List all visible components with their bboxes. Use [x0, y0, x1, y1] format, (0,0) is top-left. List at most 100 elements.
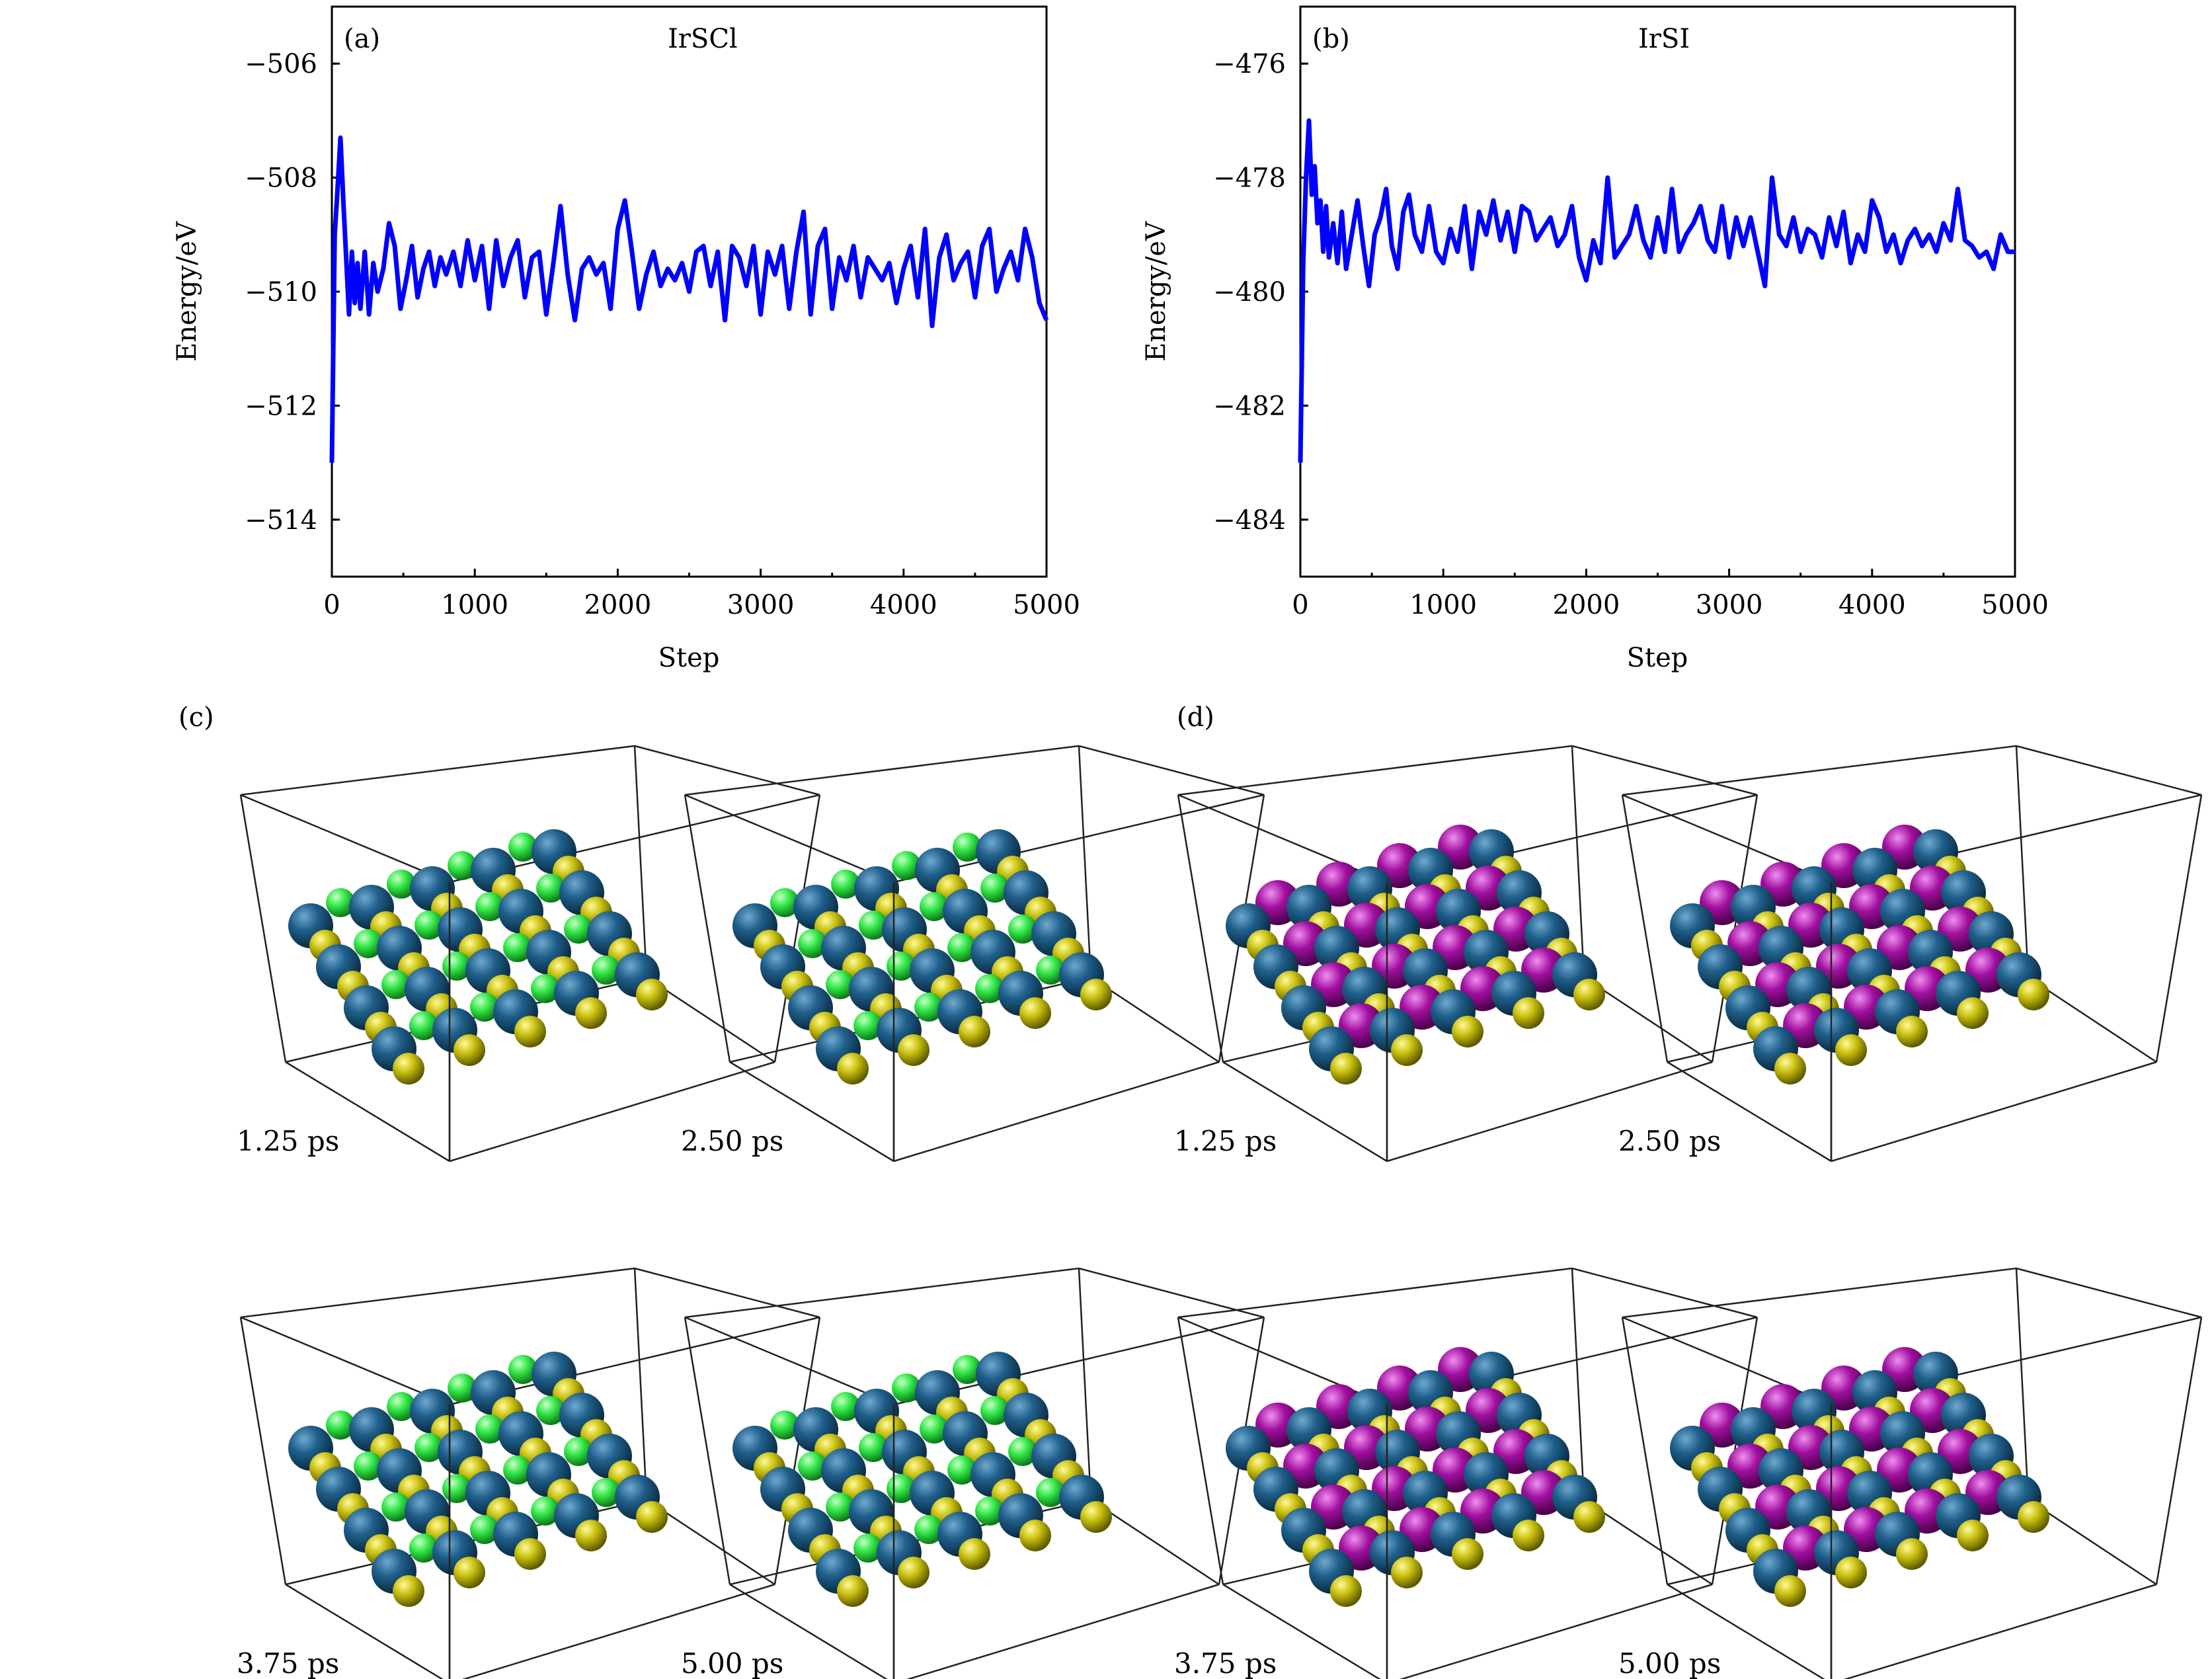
chlorine-atom [798, 929, 827, 958]
cell-edge [1222, 1061, 1388, 1163]
chlorine-atom [947, 933, 976, 962]
sulfur-atom [1330, 1053, 1362, 1085]
cell-edge [1571, 1267, 1758, 1319]
sulfur-atom [1391, 1557, 1423, 1588]
structure-snapshot-irscl-4: 5.00 ps [681, 1267, 1265, 1679]
chlorine-atom [470, 1515, 499, 1544]
x-tick-label: 5000 [1981, 590, 2049, 620]
plot-frame [1299, 5, 2016, 578]
panel-label: (a) [344, 24, 380, 54]
cell-edge [893, 1061, 1220, 1163]
chlorine-atom [503, 1455, 532, 1485]
cell-edge [461, 1583, 775, 1679]
chlorine-atom [980, 874, 1009, 903]
cell-edge [1621, 794, 1669, 1063]
chlorine-atom [1008, 1437, 1037, 1466]
chart-title: IrSI [1638, 24, 1690, 54]
cell-edge [1622, 794, 1832, 883]
chlorine-atom [831, 870, 860, 899]
cell-edge [2016, 1267, 2202, 1319]
cell-edge [1571, 1268, 1585, 1500]
time-label: 1.25 ps [237, 1125, 339, 1157]
x-axis-label: Step [1627, 643, 1688, 673]
cell-edge [1078, 745, 1265, 796]
cell-edge [285, 1061, 450, 1163]
chlorine-atom [892, 1373, 921, 1403]
chlorine-atom [859, 1433, 888, 1462]
sulfur-atom [1896, 1538, 1928, 1570]
chlorine-atom [531, 1496, 560, 1526]
atoms [1670, 1347, 2049, 1607]
chlorine-atom [326, 1411, 355, 1440]
chlorine-atom [953, 833, 982, 862]
y-tick-label: −482 [1213, 391, 1286, 421]
sulfur-atom [1019, 997, 1051, 1029]
cell-edge [634, 1267, 820, 1319]
cell-edge [1177, 794, 1224, 1063]
chlorine-atom [564, 1437, 593, 1466]
cell-edge [773, 1317, 821, 1585]
cell-edge [1222, 1583, 1381, 1679]
x-tick-label: 3000 [1696, 590, 1763, 620]
sulfur-atom [837, 1053, 869, 1085]
cell-edge [1078, 745, 1092, 978]
chlorine-atom [536, 1396, 565, 1425]
cell-edge [1667, 1061, 1832, 1163]
chlorine-atom [475, 892, 504, 921]
sulfur-atom [1452, 1538, 1483, 1570]
structure-snapshot-irsi-1: 1.25 ps [1174, 745, 1758, 1163]
sulfur-atom [393, 1053, 424, 1085]
simulation-cell [684, 745, 1265, 1163]
sulfur-atom [1957, 997, 1989, 1029]
chlorine-atom [1008, 915, 1037, 944]
chlorine-atom [409, 1011, 438, 1040]
chlorine-atom [853, 1011, 883, 1040]
cell-edge [1078, 1268, 1092, 1500]
x-tick-label: 1000 [441, 590, 508, 620]
sulfur-atom [393, 1575, 424, 1607]
axis-ticks: 0 1000 2000 3000 4000 5000 −506 −508 −510 −512 −51… [245, 49, 1080, 620]
cell-edge [2015, 1268, 2030, 1500]
cell-edge [684, 794, 731, 1063]
chlorine-atom [415, 1433, 444, 1462]
cell-edge [646, 1498, 775, 1586]
cell-edge [1571, 745, 1585, 978]
y-tick-label: −480 [1213, 277, 1286, 307]
cell-edge [2015, 745, 2030, 978]
chlorine-atom [326, 888, 355, 917]
sulfur-atom [1019, 1520, 1051, 1551]
chart-title: IrSCl [668, 24, 738, 54]
cell-edge [1090, 1498, 1220, 1586]
chlorine-atom [831, 1392, 860, 1421]
simulation-cell [239, 1267, 821, 1679]
cell-edge [729, 1061, 894, 1163]
cell-edge [1177, 1316, 1388, 1406]
structure-snapshot-irsi-4: 5.00 ps [1618, 1267, 2203, 1679]
cell-edge [633, 745, 648, 978]
sulfur-atom [837, 1575, 869, 1607]
structure-snapshot-irsi-2: 2.50 ps [1618, 745, 2203, 1163]
panel-label-d: (d) [1177, 702, 1214, 733]
structure-snapshot-irscl-1: 1.25 ps [237, 745, 821, 1163]
chlorine-atom [914, 993, 943, 1022]
sulfur-atom [1452, 1016, 1483, 1047]
energy-line [329, 135, 1049, 463]
cell-edge [240, 1316, 450, 1406]
chlorine-atom [770, 888, 799, 917]
cell-edge [729, 1583, 888, 1679]
cell-edge [1177, 794, 1388, 883]
cell-edge [2016, 745, 2202, 796]
cell-edge [240, 745, 635, 796]
y-tick-label: −514 [245, 505, 317, 536]
cell-edge [684, 1317, 731, 1585]
chlorine-atom [409, 1534, 438, 1563]
cell-edge [449, 1061, 775, 1163]
chlorine-atom [975, 974, 1004, 1003]
panel-label: (b) [1312, 24, 1350, 54]
chlorine-atom [531, 974, 560, 1003]
sulfur-atom [1957, 1520, 1989, 1551]
atoms [288, 1352, 668, 1607]
chlorine-atom [354, 929, 383, 958]
cell-edge [1622, 1316, 1832, 1406]
energy-line [1298, 118, 2015, 463]
